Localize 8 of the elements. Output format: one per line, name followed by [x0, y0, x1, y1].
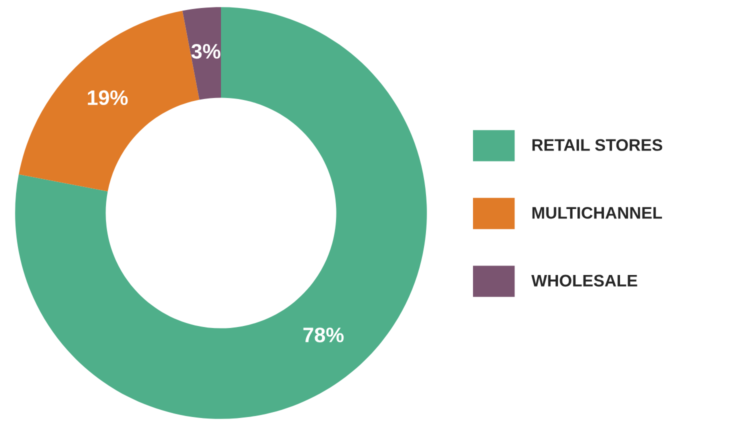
- legend-label: MULTICHANNEL: [532, 206, 662, 219]
- data-label: 3%: [191, 44, 220, 59]
- data-label: 78%: [303, 328, 344, 342]
- donut-slice: [15, 7, 427, 419]
- donut-slice: [182, 7, 221, 100]
- legend-label: RETAIL STORES: [532, 139, 662, 151]
- legend-label: WHOLESALE: [531, 274, 638, 287]
- data-label: 19%: [88, 90, 128, 106]
